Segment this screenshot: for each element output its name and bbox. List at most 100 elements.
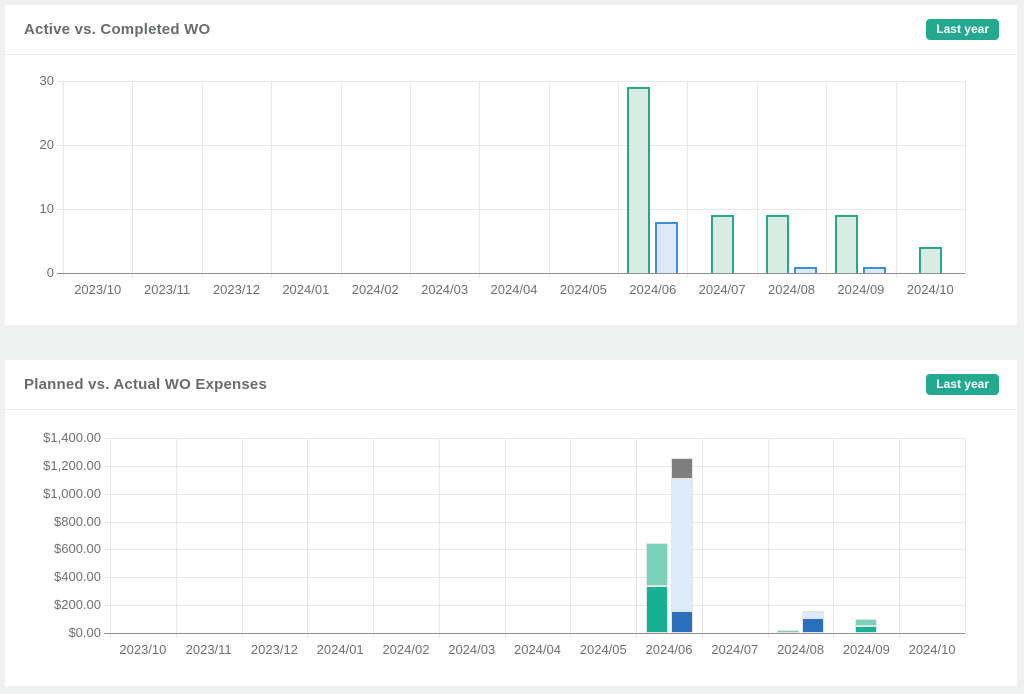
bar-group-2024-10 (896, 81, 965, 273)
card-header: Active vs. Completed WO Last year (5, 5, 1017, 55)
gridline-y-400 (104, 577, 965, 579)
bar-group-2024-03 (439, 438, 505, 633)
gridline-x-13 (965, 438, 966, 638)
gridline-x-3 (307, 438, 309, 638)
gridline-y-20 (57, 145, 965, 146)
gridline-x-2 (201, 81, 203, 278)
gridline-y-600 (104, 549, 965, 551)
gridline-x-4 (340, 81, 342, 278)
segment-planned-secondary-2024-08[interactable] (777, 630, 800, 633)
segment-planned-primary-2024-06[interactable] (645, 586, 668, 633)
gridline-x-2 (241, 438, 243, 638)
gridline-x-0 (63, 81, 64, 278)
bar-active-wo-2024-08[interactable] (766, 215, 790, 273)
bar-group-2024-03 (410, 81, 479, 273)
gridline-x-6 (479, 81, 481, 278)
x-tick-label-2024-10: 2024/10 (906, 282, 954, 297)
x-tick-label-2024-09: 2024/09 (842, 642, 890, 657)
bar-group-2024-06 (618, 81, 687, 273)
bar-group-2023-11 (132, 81, 201, 273)
gridline-y-30 (57, 81, 965, 82)
chart-title-planned-vs-actual: Planned vs. Actual WO Expenses (24, 376, 268, 393)
gridline-x-4 (373, 438, 375, 638)
active-vs-completed-chart: 0 10 20 30 2023/10 2023/11 2023/12 2024/01 2024/… (5, 5, 1017, 325)
segment-planned-primary-2024-09[interactable] (855, 626, 878, 633)
x-tick-label-2024-01: 2024/01 (282, 282, 330, 297)
y-tick-label--1-200-00: $1,200.00 (43, 457, 101, 473)
bar-group-2024-01 (271, 81, 340, 273)
chart-title-active-vs-completed: Active vs. Completed WO (24, 21, 211, 38)
gridline-x-1 (132, 81, 134, 278)
gridline-x-3 (271, 81, 273, 278)
gridline-x-12 (895, 81, 897, 278)
gridline-y-800 (104, 521, 965, 523)
bar-group-2024-04 (479, 81, 548, 273)
y-tick-label-30: 30 (39, 73, 54, 88)
bar-group-2024-01 (307, 438, 373, 633)
bar-group-2023-10 (63, 81, 132, 273)
x-tick-label-2024-03: 2024/03 (448, 642, 496, 657)
x-tick-label-2023-11: 2023/11 (185, 642, 232, 657)
y-tick-label--1-000-00: $1,000.00 (43, 485, 101, 501)
bar-group-2023-12 (202, 81, 271, 273)
gridline-x-5 (409, 81, 411, 278)
segment-actual-secondary-2024-08[interactable] (802, 611, 825, 618)
x-tick-label-2024-07: 2024/07 (698, 282, 746, 297)
x-tick-label-2024-08: 2024/08 (768, 282, 816, 297)
bar-group-2024-07 (702, 438, 768, 633)
x-tick-label-2024-04: 2024/04 (490, 282, 538, 297)
bar-group-2024-06 (636, 438, 702, 633)
gridline-y-10 (57, 209, 965, 210)
segment-planned-secondary-2024-09[interactable] (855, 619, 878, 626)
x-tick-label-2024-06: 2024/06 (645, 642, 693, 657)
bar-active-wo-2024-07[interactable] (710, 215, 734, 273)
gridline-x-13 (965, 81, 966, 278)
gridline-x-5 (438, 438, 440, 638)
segment-actual-secondary-2024-06[interactable] (670, 479, 693, 611)
gridline-x-8 (618, 81, 620, 278)
stack-planned-2024-08 (777, 630, 800, 633)
planned-vs-actual-chart: $0.00 $200.00 $400.00 $600.00 $800.00 $1,000.… (5, 360, 1017, 686)
x-tick-label-2023-11: 2023/11 (144, 282, 191, 297)
gridline-y-1000 (104, 493, 965, 495)
y-tick-label--800-00: $800.00 (54, 513, 101, 529)
bar-group-2024-02 (341, 81, 410, 273)
bar-group-2023-12 (242, 438, 308, 633)
segment-actual-primary-2024-06[interactable] (670, 611, 693, 633)
period-badge-last-year[interactable]: Last year (926, 19, 999, 40)
x-tick-label-2024-04: 2024/04 (513, 642, 561, 657)
bar-group-2023-10 (110, 438, 176, 633)
period-badge-last-year[interactable]: Last year (926, 374, 999, 395)
x-tick-label-2024-10: 2024/10 (908, 642, 956, 657)
x-tick-label-2024-02: 2024/02 (382, 642, 430, 657)
segment-planned-secondary-2024-06[interactable] (645, 543, 668, 586)
segment-actual-overflow-2024-06[interactable] (670, 458, 693, 479)
x-tick-label-2024-05: 2024/05 (559, 282, 607, 297)
bar-completed-wo-2024-09[interactable] (863, 267, 887, 273)
bar-completed-wo-2024-08[interactable] (794, 267, 818, 273)
gridline-y-1400 (104, 438, 965, 439)
bar-active-wo-2024-10[interactable] (918, 247, 942, 273)
stack-planned-2024-06 (645, 543, 668, 633)
bar-completed-wo-2024-06[interactable] (655, 222, 679, 273)
segment-actual-primary-2024-08[interactable] (802, 618, 825, 633)
gridline-x-6 (504, 438, 506, 638)
gridline-x-12 (899, 438, 901, 638)
bar-group-2024-02 (373, 438, 439, 633)
gridline-y-200 (104, 605, 965, 607)
x-tick-label-2023-12: 2023/12 (250, 642, 298, 657)
gridline-x-0 (110, 438, 111, 638)
gridline-x-10 (756, 81, 758, 278)
x-tick-label-2023-12: 2023/12 (212, 282, 260, 297)
bar-active-wo-2024-06[interactable] (627, 87, 651, 273)
y-tick-label-0: 0 (46, 265, 54, 280)
gridline-x-7 (548, 81, 550, 278)
bar-group-2023-11 (176, 438, 242, 633)
bar-group-2024-10 (899, 438, 965, 633)
gridline-x-1 (175, 438, 177, 638)
bar-active-wo-2024-09[interactable] (835, 215, 859, 273)
x-tick-label-2024-01: 2024/01 (316, 642, 364, 657)
y-tick-label--1-400-00: $1,400.00 (43, 430, 101, 445)
x-tick-label-2023-10: 2023/10 (119, 642, 167, 657)
